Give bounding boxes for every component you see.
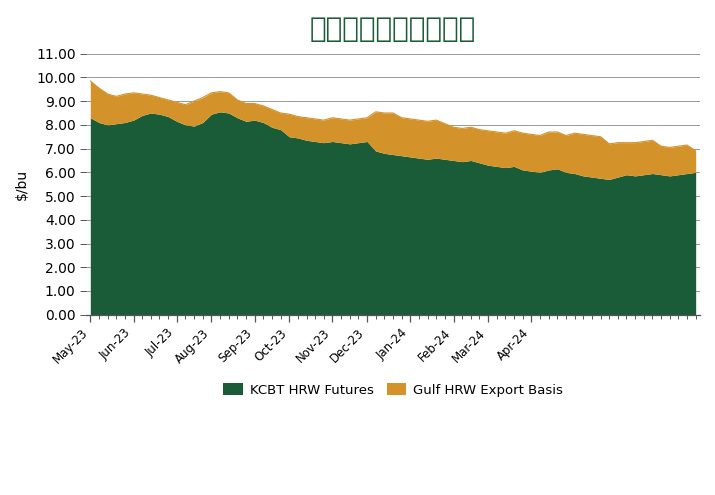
Legend: KCBT HRW Futures, Gulf HRW Export Basis: KCBT HRW Futures, Gulf HRW Export Basis	[218, 378, 568, 402]
Title: 墓西哥湾硬红冬麦现金: 墓西哥湾硬红冬麦现金	[310, 15, 476, 43]
Y-axis label: $/bu: $/bu	[15, 169, 29, 200]
